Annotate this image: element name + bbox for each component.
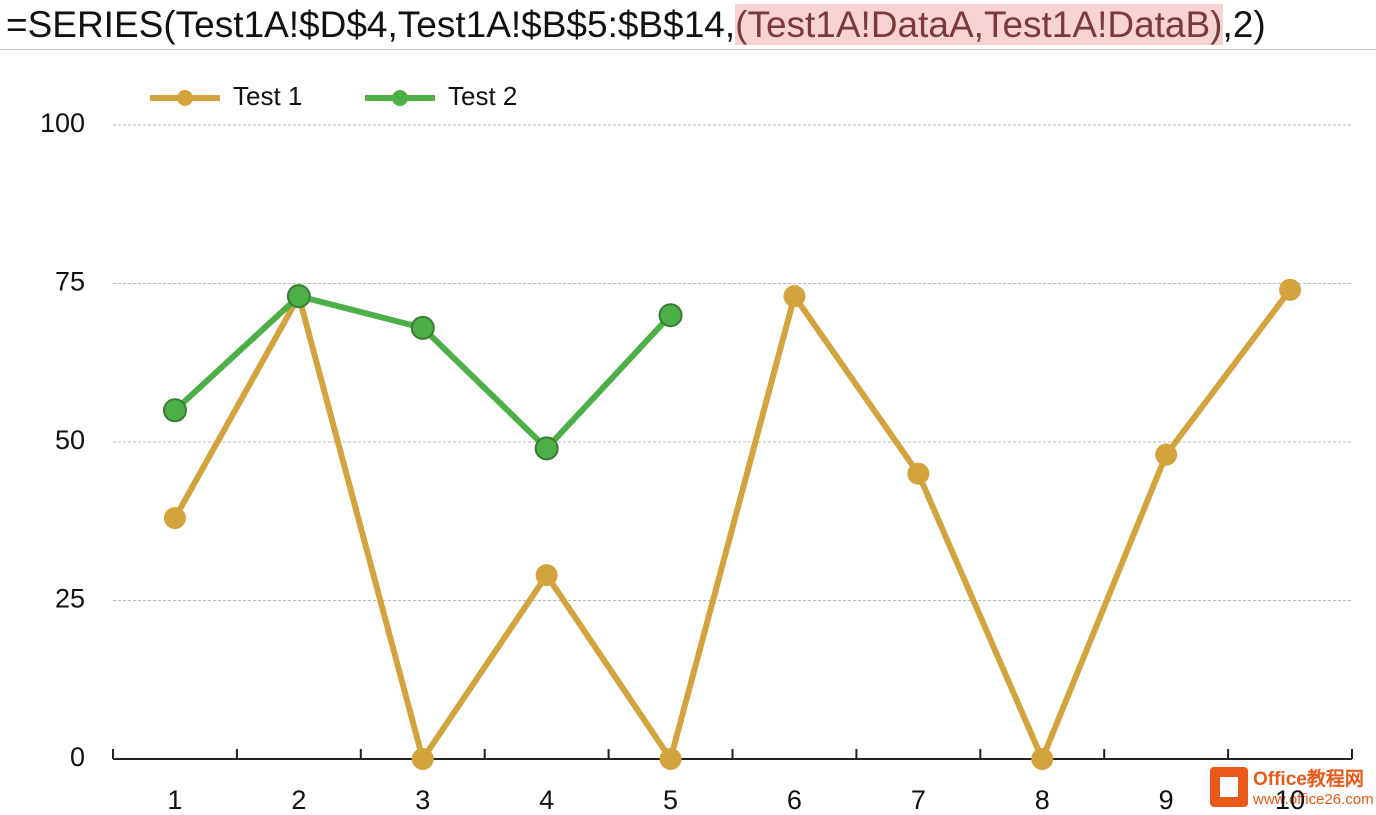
data-point: [783, 285, 806, 308]
x-tick-label: 4: [539, 785, 554, 815]
watermark-icon: [1210, 767, 1248, 807]
data-point: [163, 507, 186, 530]
x-tick-label: 3: [415, 785, 430, 815]
x-tick-label: 7: [911, 785, 926, 815]
x-tick-label: 9: [1159, 785, 1174, 815]
formula-text: =SERIES(Test1A!$D$4,Test1A!$B$5:$B$14,: [6, 4, 736, 45]
y-tick-label: 75: [55, 267, 85, 297]
y-tick-label: 25: [55, 584, 85, 614]
x-tick-label: 6: [787, 785, 802, 815]
data-point: [534, 436, 559, 461]
data-point: [1155, 443, 1178, 466]
data-point: [162, 398, 187, 423]
legend-marker: [177, 90, 193, 106]
formula-bar: =SERIES(Test1A!$D$4,Test1A!$B$5:$B$14,(T…: [0, 0, 1376, 50]
x-tick-label: 2: [291, 785, 306, 815]
formula-highlight: (Test1A!DataA,Test1A!DataB): [735, 4, 1223, 45]
data-point: [286, 284, 311, 309]
watermark-url: www.office26.com: [1252, 791, 1374, 808]
y-tick-label: 50: [55, 425, 85, 455]
data-point: [535, 564, 558, 587]
legend-marker: [392, 90, 408, 106]
legend-label: Test 2: [448, 81, 517, 111]
legend-label: Test 1: [233, 81, 302, 111]
data-point: [411, 748, 434, 770]
y-tick-label: 100: [40, 108, 85, 138]
data-point: [659, 748, 682, 770]
data-point: [1031, 748, 1054, 770]
data-point: [410, 315, 435, 340]
x-tick-label: 1: [167, 785, 182, 815]
x-tick-label: 10: [1275, 785, 1305, 815]
data-point: [1279, 278, 1302, 301]
x-tick-label: 5: [663, 785, 678, 815]
x-tick-label: 8: [1035, 785, 1050, 815]
y-tick-label: 0: [70, 742, 85, 772]
data-point: [907, 462, 930, 485]
formula-text: ,2): [1222, 4, 1266, 45]
watermark-title: Office教程网: [1253, 767, 1364, 790]
data-point: [658, 303, 683, 328]
series-line: [172, 288, 1293, 762]
